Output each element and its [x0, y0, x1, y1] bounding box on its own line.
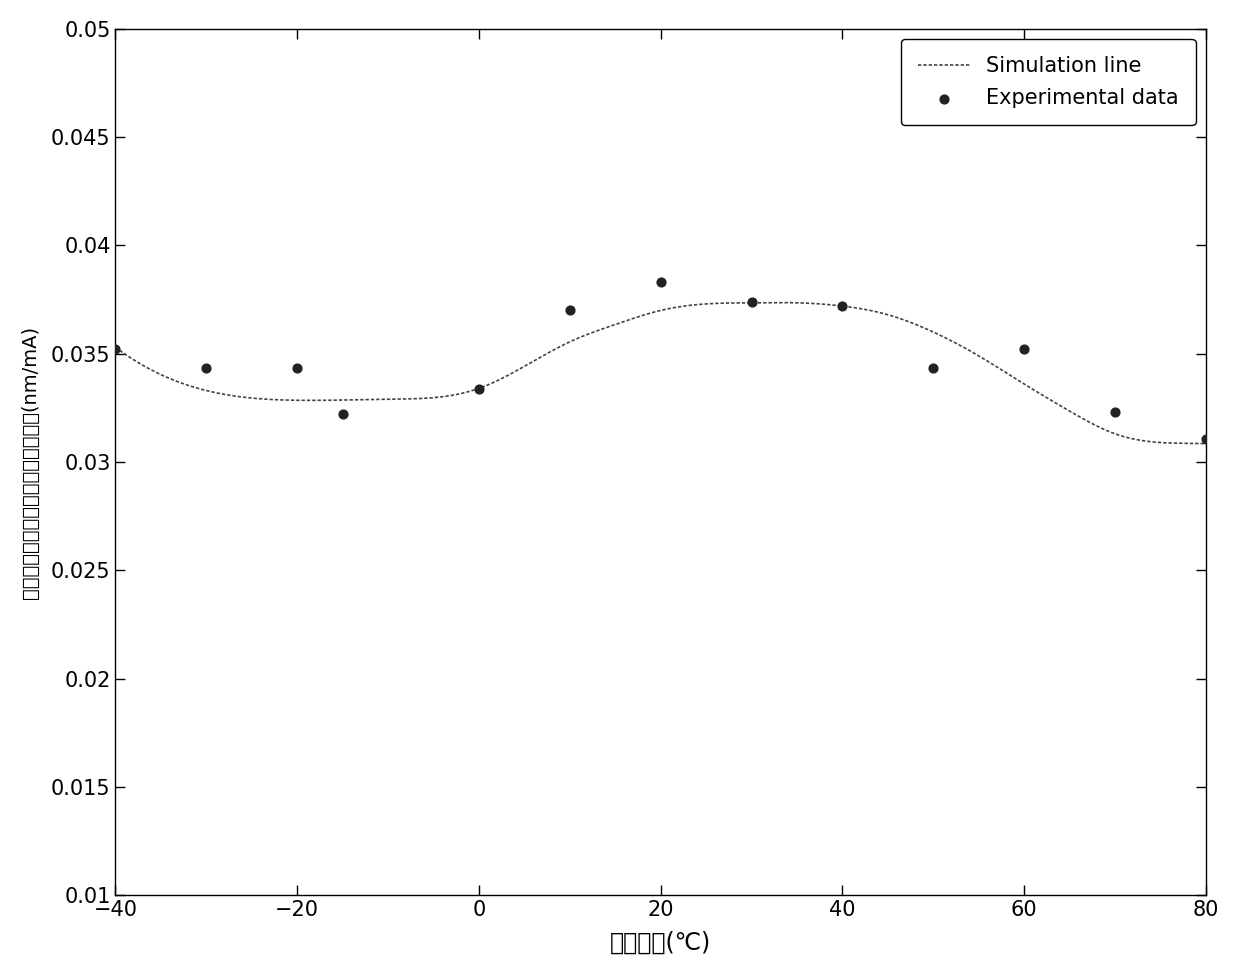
Y-axis label: 平均波长随泵浦激光器电流变化系数(nm/mA): 平均波长随泵浦激光器电流变化系数(nm/mA) [21, 325, 40, 598]
Simulation line [609, 318, 624, 330]
Experimental data [742, 294, 761, 309]
Simulation line [1167, 437, 1182, 449]
Experimental data [560, 303, 580, 318]
Experimental data [196, 360, 216, 376]
Line: Simulation line: Simulation line [115, 303, 1207, 444]
Simulation line [773, 297, 787, 308]
Simulation line [1199, 438, 1214, 450]
Experimental data [332, 407, 352, 423]
Simulation line [639, 308, 653, 320]
Experimental data [288, 360, 308, 376]
Experimental data [924, 360, 944, 376]
Experimental data [1197, 431, 1216, 447]
Simulation line [1167, 437, 1182, 449]
Experimental data [832, 299, 852, 314]
Experimental data [651, 274, 671, 290]
Experimental data [105, 342, 125, 357]
Simulation line [967, 347, 982, 359]
Experimental data [1105, 404, 1125, 420]
Legend: Simulation line, Experimental data: Simulation line, Experimental data [900, 39, 1195, 125]
Experimental data [1014, 342, 1034, 357]
Simulation line [164, 373, 179, 385]
Experimental data [469, 382, 489, 397]
X-axis label: 光源温度(℃): 光源温度(℃) [610, 931, 712, 956]
Simulation line [108, 342, 123, 353]
